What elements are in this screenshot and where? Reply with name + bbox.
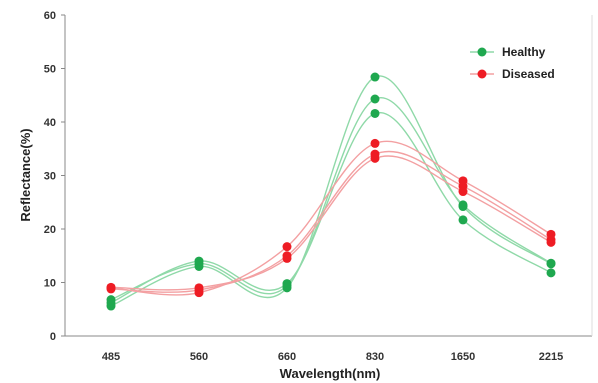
diseased-data-point xyxy=(106,282,116,292)
y-axis-title: Reflectance(%) xyxy=(18,128,33,221)
healthy-data-point xyxy=(458,215,468,225)
healthy-data-point xyxy=(458,200,468,210)
y-tick-label: 20 xyxy=(44,224,56,236)
healthy-data-point xyxy=(370,72,380,82)
healthy-series-line xyxy=(110,112,552,304)
diseased-data-point xyxy=(546,237,556,247)
diseased-data-point xyxy=(282,242,292,252)
y-tick-label: 50 xyxy=(44,64,56,76)
y-tick-label: 0 xyxy=(50,331,56,343)
diseased-data-point xyxy=(458,187,468,197)
legend-marker xyxy=(477,47,487,57)
healthy-data-point xyxy=(370,94,380,104)
healthy-data-point xyxy=(194,256,204,266)
healthy-data-point xyxy=(370,108,380,118)
x-tick-label: 485 xyxy=(102,351,120,363)
legend-marker xyxy=(477,69,487,79)
diseased-data-point xyxy=(370,138,380,148)
diseased-data-point xyxy=(370,153,380,163)
data-points xyxy=(106,72,556,311)
legend: Healthy Diseased xyxy=(470,45,555,81)
x-tick-label: 830 xyxy=(366,351,384,363)
chart-axes: 0 10 20 30 40 50 60 485 560 660 830 1650 2215 xyxy=(44,10,593,363)
series-curves xyxy=(110,75,552,307)
x-tick-label: 660 xyxy=(278,351,296,363)
diseased-series-line xyxy=(110,150,552,293)
y-tick-label: 60 xyxy=(44,10,56,22)
y-tick-label: 10 xyxy=(44,278,56,290)
diseased-data-point xyxy=(194,283,204,293)
healthy-data-point xyxy=(106,298,116,308)
y-tick-label: 40 xyxy=(44,117,56,129)
healthy-data-point xyxy=(282,279,292,289)
legend-label-diseased: Diseased xyxy=(502,67,555,81)
x-tick-label: 1650 xyxy=(451,351,475,363)
healthy-data-point xyxy=(546,258,556,268)
diseased-data-point xyxy=(282,253,292,263)
x-tick-label: 560 xyxy=(190,351,208,363)
healthy-data-point xyxy=(546,268,556,278)
legend-label-healthy: Healthy xyxy=(502,45,546,59)
x-axis-title: Wavelength(nm) xyxy=(280,366,381,381)
x-tick-label: 2215 xyxy=(539,351,563,363)
y-tick-label: 30 xyxy=(44,171,56,183)
